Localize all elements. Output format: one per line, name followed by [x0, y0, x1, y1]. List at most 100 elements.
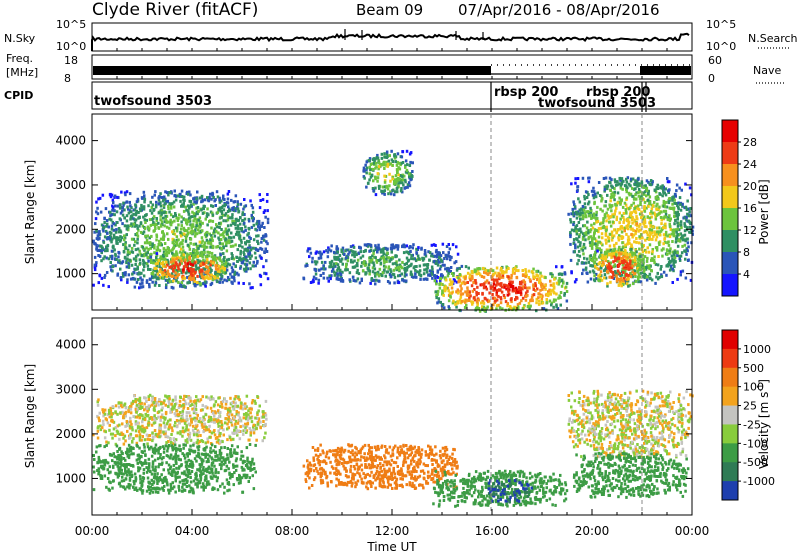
data-cell	[432, 254, 435, 258]
data-cell	[160, 276, 163, 280]
data-cell	[560, 273, 564, 277]
data-cell	[658, 205, 661, 209]
data-cell	[418, 264, 422, 268]
data-cell	[377, 184, 381, 188]
data-cell	[109, 214, 112, 218]
data-cell	[683, 222, 686, 226]
data-cell	[367, 268, 370, 272]
data-cell	[108, 423, 111, 427]
data-cell	[634, 262, 637, 266]
data-cell	[347, 252, 350, 256]
data-cell	[100, 259, 103, 263]
data-cell	[225, 237, 228, 241]
data-cell	[391, 160, 395, 163]
data-cell	[658, 243, 661, 246]
data-cell	[424, 251, 427, 255]
data-cell	[637, 187, 641, 191]
data-cell	[537, 299, 541, 303]
data-cell	[183, 195, 186, 199]
data-cell	[137, 272, 140, 276]
data-cell	[196, 438, 200, 442]
data-cell	[366, 266, 369, 270]
data-cell	[151, 195, 154, 199]
data-cell	[205, 261, 208, 265]
nsky-tick-bottom: 10^0	[56, 40, 86, 53]
data-cell	[256, 395, 259, 398]
data-cell	[628, 215, 631, 219]
data-cell	[627, 284, 630, 288]
data-cell	[618, 272, 622, 276]
data-cell	[592, 215, 595, 219]
data-cell	[555, 265, 558, 269]
data-cell	[235, 230, 239, 234]
data-cell	[615, 250, 618, 254]
data-cell	[110, 231, 113, 235]
data-cell	[502, 271, 505, 275]
data-cell	[328, 265, 331, 269]
data-cell	[476, 285, 479, 289]
data-cell	[164, 265, 167, 269]
data-cell	[479, 283, 482, 287]
data-cell	[486, 305, 489, 309]
data-cell	[672, 229, 675, 233]
data-cell	[163, 224, 166, 228]
data-cell	[624, 243, 627, 247]
data-cell	[263, 251, 266, 254]
data-cell	[385, 257, 388, 261]
data-cell	[609, 196, 613, 199]
data-cell	[234, 220, 237, 224]
data-cell	[411, 246, 414, 250]
data-cell	[620, 277, 623, 280]
data-cell	[203, 211, 206, 215]
data-cell	[549, 283, 553, 287]
data-cell	[485, 279, 489, 283]
data-cell	[590, 209, 593, 212]
data-cell	[371, 254, 374, 258]
data-cell	[679, 202, 682, 206]
data-cell	[249, 429, 253, 433]
data-cell	[460, 287, 463, 291]
data-cell	[222, 194, 225, 198]
data-cell	[396, 160, 399, 164]
data-cell	[217, 438, 220, 442]
data-cell	[673, 250, 676, 254]
data-cell	[583, 224, 587, 228]
data-cell	[621, 235, 624, 239]
data-cell	[135, 441, 139, 445]
data-cell	[605, 219, 608, 223]
data-cell	[235, 256, 239, 259]
data-cell	[236, 224, 240, 228]
data-cell	[130, 214, 134, 218]
data-cell	[545, 292, 549, 296]
data-cell	[397, 274, 400, 278]
data-cell	[130, 263, 134, 267]
data-cell	[234, 419, 238, 423]
data-cell	[202, 267, 205, 271]
data-cell	[217, 264, 221, 268]
data-cell	[640, 216, 643, 220]
data-cell	[229, 244, 233, 248]
data-cell	[409, 245, 412, 248]
data-cell	[681, 269, 685, 273]
data-cell	[662, 209, 666, 213]
data-cell	[339, 259, 342, 263]
data-cell	[373, 278, 376, 282]
data-cell	[320, 252, 324, 256]
data-cell	[218, 200, 222, 204]
data-cell	[167, 207, 170, 211]
data-cell	[683, 233, 687, 237]
data-cell	[643, 276, 646, 280]
data-cell	[537, 274, 540, 278]
data-cell	[627, 227, 630, 231]
data-cell	[604, 250, 607, 254]
data-cell	[153, 283, 157, 287]
data-cell	[149, 223, 153, 227]
data-cell	[226, 258, 229, 262]
data-cell	[138, 272, 142, 276]
data-cell	[484, 268, 488, 272]
data-cell	[595, 277, 598, 281]
data-cell	[641, 260, 644, 264]
data-cell	[200, 241, 203, 245]
cpid-strip: CPID twofsound 3503 rbsp 200 rbsp 200 tw…	[4, 81, 693, 112]
data-cell	[676, 254, 679, 258]
